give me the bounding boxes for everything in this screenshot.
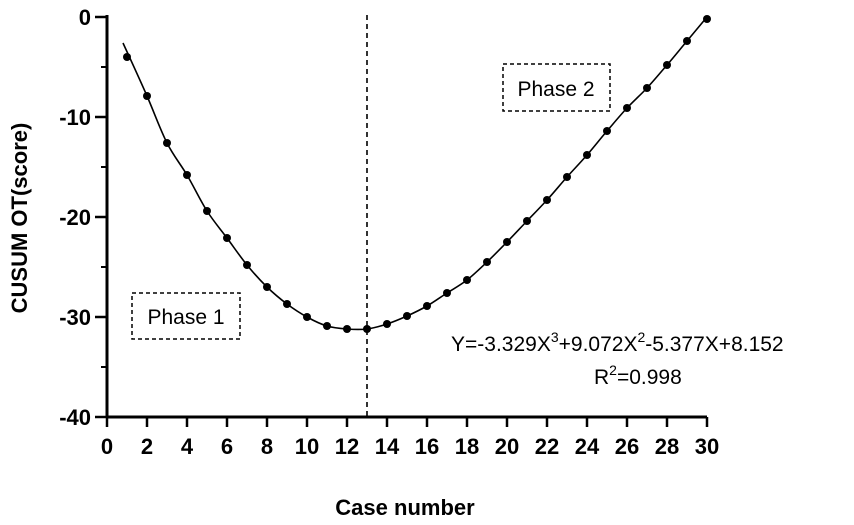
r2-value: =0.998 (617, 366, 682, 389)
data-point (383, 320, 391, 328)
x-tick-label: 10 (295, 434, 319, 459)
data-point (123, 53, 131, 61)
data-point (543, 196, 551, 204)
x-tick-label: 28 (655, 434, 679, 459)
r-squared-text: R2=0.998 (594, 362, 682, 389)
axes: 0 2 4 6 8 10 12 14 16 18 20 22 24 26 28 300-10-20-30-40 (59, 5, 719, 459)
x-tick-label: 20 (495, 434, 519, 459)
data-point (343, 325, 351, 333)
x-tick-label: 16 (415, 434, 439, 459)
data-marks (122, 15, 711, 417)
x-tick-label: 30 (695, 434, 719, 459)
r2-exp: 2 (609, 362, 617, 378)
phase1-label: Phase 1 (147, 306, 224, 329)
equation-part-3: -5.377X+8.152 (645, 333, 783, 356)
data-point (363, 325, 371, 333)
data-point (283, 300, 291, 308)
y-tick-label: -20 (59, 205, 91, 230)
data-point (583, 151, 591, 159)
x-tick-label: 0 (101, 434, 113, 459)
data-point (643, 84, 651, 92)
data-point (463, 276, 471, 284)
data-point (423, 302, 431, 310)
x-tick-label: 26 (615, 434, 639, 459)
data-point (203, 207, 211, 215)
data-point (443, 289, 451, 297)
x-tick-label: 14 (375, 434, 400, 459)
data-point (303, 313, 311, 321)
data-point (183, 171, 191, 179)
equation-part-2: +9.072X (559, 333, 638, 356)
data-point (503, 238, 511, 246)
y-tick-label: -40 (59, 405, 91, 430)
data-point (243, 261, 251, 269)
x-tick-label: 6 (221, 434, 233, 459)
y-axis-title: CUSUM OT(score) (7, 123, 32, 314)
data-point (623, 104, 631, 112)
data-point (663, 61, 671, 69)
data-point (223, 234, 231, 242)
r2-r: R (594, 366, 609, 389)
x-tick-label: 18 (455, 434, 479, 459)
data-point (563, 173, 571, 181)
y-tick-label: -10 (59, 105, 91, 130)
data-point (683, 37, 691, 45)
data-point (323, 322, 331, 330)
equation-exp-2: 2 (637, 329, 645, 345)
data-point (403, 312, 411, 320)
equation-part-1: Y=-3.329X (451, 333, 551, 356)
x-tick-label: 24 (575, 434, 600, 459)
data-point (483, 258, 491, 266)
data-point (163, 139, 171, 147)
x-tick-label: 12 (335, 434, 359, 459)
x-tick-label: 2 (141, 434, 153, 459)
x-tick-label: 22 (535, 434, 559, 459)
fit-curve (122, 16, 708, 331)
x-axis-title: Case number (335, 495, 475, 520)
phase2-label: Phase 2 (517, 78, 594, 101)
data-point (523, 217, 531, 225)
data-point (263, 283, 271, 291)
data-point (143, 92, 151, 100)
y-tick-label: -30 (59, 305, 91, 330)
y-tick-label: 0 (79, 5, 91, 30)
x-tick-label: 4 (181, 434, 194, 459)
equation-text: Y=-3.329X3+9.072X2-5.377X+8.152 (451, 329, 784, 356)
equation-exp-3: 3 (551, 329, 559, 345)
data-point (703, 15, 711, 23)
x-tick-label: 8 (261, 434, 273, 459)
data-point (603, 127, 611, 135)
